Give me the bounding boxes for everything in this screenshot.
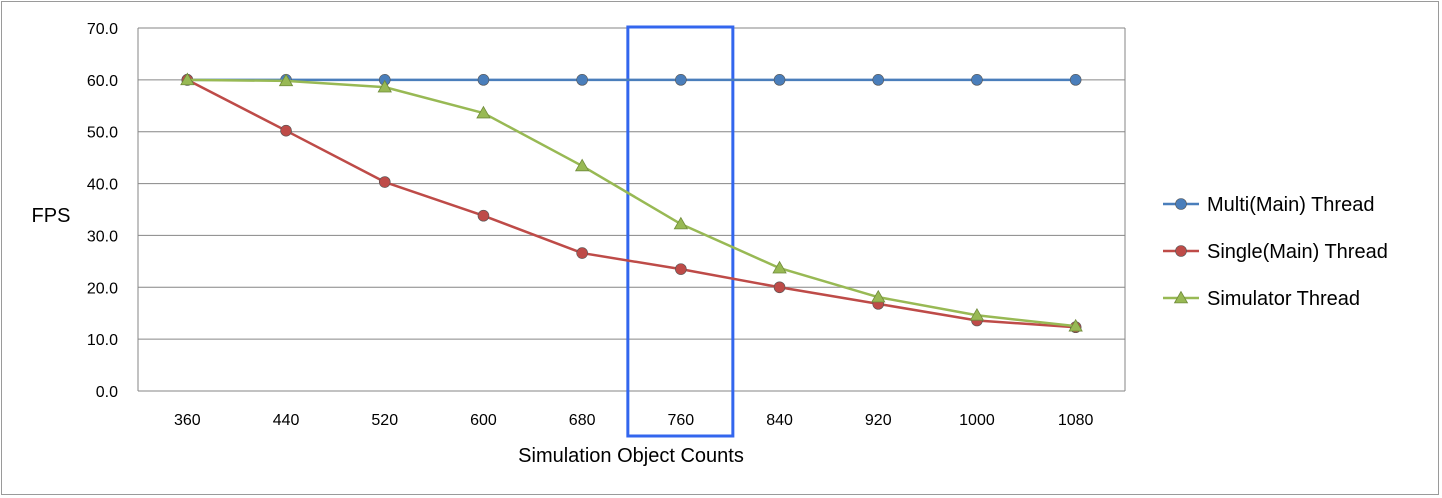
data-point [773, 281, 786, 294]
x-tick-label: 760 [667, 412, 694, 429]
data-point [477, 74, 490, 86]
legend-marker [1175, 245, 1187, 257]
highlight-box-layer [626, 25, 735, 438]
data-point [1069, 74, 1082, 86]
data-point [675, 74, 687, 86]
data-point [871, 289, 886, 303]
x-tick-label: 520 [371, 412, 398, 429]
legend-label: Simulator Thread [1207, 288, 1360, 310]
y-tick-label: 30.0 [87, 228, 118, 245]
x-tick-label: 920 [865, 412, 892, 429]
legend-marker [1173, 290, 1189, 304]
data-point [378, 176, 391, 188]
y-tick-label: 0.0 [96, 384, 118, 401]
x-tick-label: 600 [470, 412, 497, 429]
data-point [377, 79, 392, 93]
data-point [872, 74, 885, 86]
data-point [772, 260, 787, 274]
data-point [476, 105, 491, 119]
x-axis-title: Simulation Object Counts [518, 445, 744, 467]
series-3 [180, 72, 1083, 332]
x-tick-label: 1080 [1058, 412, 1094, 429]
legend-marker [1175, 198, 1187, 210]
data-point [576, 247, 588, 259]
axes: 0.0 10.0 20.0 30.0 40.0 50.0 60.0 70.0 360 440 520… [87, 21, 1126, 429]
data-point [675, 263, 687, 275]
series-layer [180, 72, 1083, 334]
legend-item: Multi(Main) Thread [1163, 194, 1374, 216]
highlight-box [626, 25, 735, 438]
x-tick-label: 1000 [959, 412, 995, 429]
x-tick-label: 680 [569, 412, 596, 429]
data-point [773, 74, 786, 86]
legend-label: Single(Main) Thread [1207, 241, 1388, 263]
data-point [280, 124, 292, 137]
legend-item: Simulator Thread [1163, 288, 1360, 310]
data-point [278, 73, 294, 87]
series-line [186, 78, 1076, 329]
data-point [180, 72, 195, 86]
data-point [969, 307, 985, 321]
y-tick-label: 40.0 [87, 177, 118, 194]
legend-label: Multi(Main) Thread [1207, 194, 1374, 216]
x-tick-label: 440 [273, 412, 300, 429]
legend-item: Single(Main) Thread [1163, 241, 1388, 263]
y-tick-label: 50.0 [87, 125, 118, 142]
data-point [574, 158, 590, 172]
series-line [187, 78, 1076, 328]
x-tick-label: 840 [766, 412, 793, 429]
y-axis-title: FPS [32, 205, 71, 227]
data-point [576, 74, 588, 86]
legend: Multi(Main) Thread Single(Main) Thread Sim… [1163, 194, 1388, 310]
y-tick-label: 10.0 [87, 332, 118, 349]
y-tick-label: 20.0 [87, 280, 118, 297]
y-tick-label: 70.0 [87, 21, 118, 38]
x-tick-label: 360 [174, 412, 201, 429]
y-tick-label: 60.0 [87, 73, 118, 90]
data-point [477, 209, 490, 222]
data-point [1068, 318, 1083, 332]
data-point [673, 216, 689, 230]
series-2 [181, 74, 1082, 334]
data-point [971, 74, 983, 86]
